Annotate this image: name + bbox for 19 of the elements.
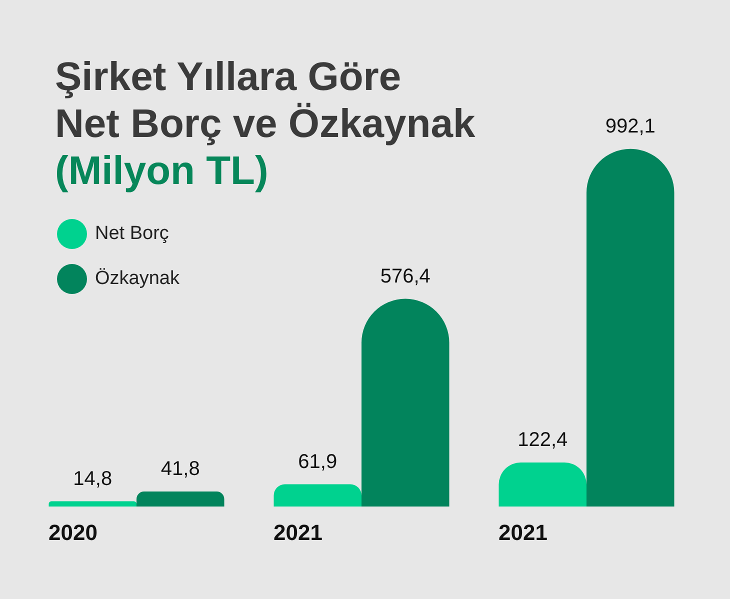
bar xyxy=(136,492,224,507)
data-label: 576,4 xyxy=(380,265,430,288)
data-label: 992,1 xyxy=(605,115,656,138)
x-tick-label: 2021 xyxy=(274,520,322,545)
bar xyxy=(362,298,450,507)
data-label: 122,4 xyxy=(518,428,568,451)
bar xyxy=(274,484,362,507)
chart-title: Şirket Yıllara Göre Net Borç ve Özkaynak xyxy=(55,54,476,148)
bar xyxy=(498,462,586,507)
data-label: 14,8 xyxy=(73,468,112,490)
data-label: 41,8 xyxy=(160,458,200,480)
bar xyxy=(48,501,136,507)
x-tick-label: 2020 xyxy=(48,520,98,545)
chart-subtitle: (Milyon TL) xyxy=(55,148,268,195)
legend-label: Özkaynak xyxy=(95,268,180,290)
bar xyxy=(586,148,674,507)
data-label: 61,9 xyxy=(298,450,338,473)
legend-label: Net Borç xyxy=(95,223,169,245)
x-tick-label: 2021 xyxy=(498,520,548,545)
